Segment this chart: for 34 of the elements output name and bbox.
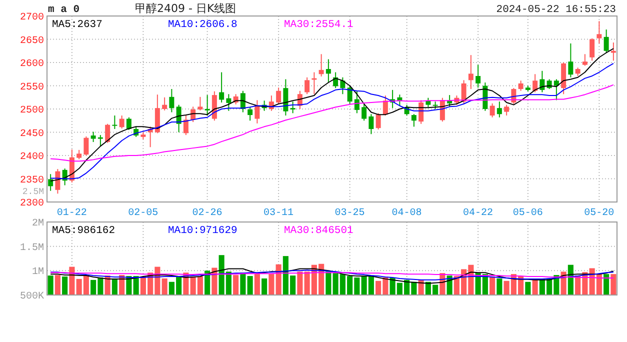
x-tick-label: 02-26 bbox=[192, 208, 222, 219]
y-tick-label: 2450 bbox=[20, 128, 44, 140]
x-tick-label: 01-22 bbox=[56, 208, 87, 219]
text: MA30:2554.1 bbox=[284, 19, 354, 31]
y-tick-label: 1.5M bbox=[20, 242, 44, 254]
y-tick-label: 2500 bbox=[20, 106, 44, 116]
y-tick-label: 2350 bbox=[20, 175, 44, 186]
x-tick-label: 03-25 bbox=[334, 208, 365, 219]
y-tick-label: 2M bbox=[32, 218, 44, 230]
text: 2.5M bbox=[22, 187, 44, 197]
x-tick-label: 05-20 bbox=[584, 208, 614, 219]
x-tick-label: 02-05 bbox=[128, 208, 158, 219]
y-tick-label: 2300 bbox=[20, 198, 44, 210]
y-tick-label: 2400 bbox=[20, 152, 44, 163]
y-tick-label: 500K bbox=[20, 292, 44, 302]
y-tick-label: 2650 bbox=[20, 36, 44, 47]
text: MA5:986162 bbox=[52, 225, 116, 237]
annotation: m a 0 bbox=[48, 4, 80, 16]
text: MA10:971629 bbox=[168, 225, 238, 237]
x-tick-label: 04-22 bbox=[463, 208, 494, 219]
x-tick-label: 05-06 bbox=[512, 208, 543, 219]
y-tick-label: 2600 bbox=[20, 59, 44, 70]
line-series bbox=[50, 270, 614, 280]
chart-subtitle: 2024-05-22 16:55:23 bbox=[496, 4, 616, 16]
x-tick-label: 04-08 bbox=[392, 208, 422, 219]
x-tick-label: 03-11 bbox=[264, 208, 294, 219]
y-tick-label: 2550 bbox=[20, 82, 44, 94]
line-series bbox=[50, 268, 614, 284]
chart-title: 甲醇2409 - 日K线图 bbox=[135, 2, 236, 15]
y-tick-label: 1M bbox=[32, 267, 44, 278]
text: MA5:2637 bbox=[52, 19, 102, 31]
text: MA30:846501 bbox=[284, 225, 354, 237]
text: MA10:2606.8 bbox=[168, 19, 238, 31]
y-tick-label: 2700 bbox=[20, 12, 44, 24]
